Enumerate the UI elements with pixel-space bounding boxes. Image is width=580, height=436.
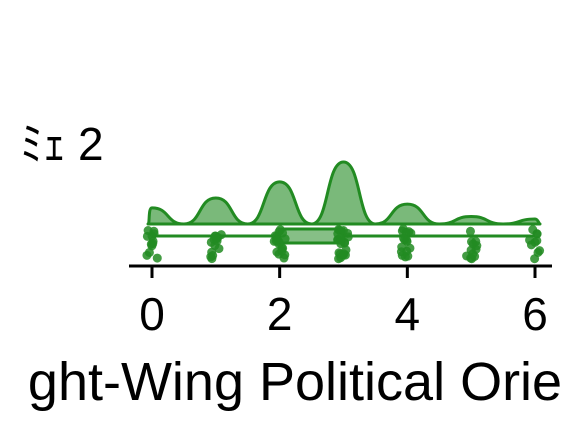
data-point <box>152 253 162 263</box>
data-point <box>208 251 218 261</box>
data-point <box>528 225 538 235</box>
data-point <box>339 249 349 259</box>
data-point <box>535 246 545 256</box>
plot-area <box>142 160 545 264</box>
x-tick-label: 2 <box>267 288 293 340</box>
density-cloud <box>146 160 542 226</box>
data-point <box>277 246 287 256</box>
data-point <box>144 247 154 257</box>
data-point <box>397 242 407 252</box>
data-point <box>405 243 415 253</box>
data-point <box>526 240 536 250</box>
data-point <box>271 236 281 246</box>
data-point <box>397 226 407 236</box>
x-tick-label: 4 <box>395 288 421 340</box>
data-point <box>212 236 222 246</box>
y-category-glyph: ﾐｪ <box>20 118 66 170</box>
data-point <box>468 249 478 259</box>
data-point <box>402 235 412 245</box>
data-point <box>472 241 482 251</box>
data-point <box>403 251 413 261</box>
data-point <box>338 226 348 236</box>
data-point <box>465 226 475 236</box>
data-point <box>335 233 345 243</box>
x-axis-ticks: 0 2 4 6 <box>139 266 548 340</box>
data-point <box>214 244 224 254</box>
data-point <box>275 225 285 235</box>
data-point <box>143 226 153 236</box>
x-tick-label: 0 <box>139 288 165 340</box>
x-tick-label: 6 <box>522 288 548 340</box>
x-axis-title: ght-Wing Political Orie <box>28 352 562 412</box>
y-category-label: 2 <box>78 118 104 170</box>
data-point <box>148 239 158 249</box>
data-point <box>530 254 540 264</box>
